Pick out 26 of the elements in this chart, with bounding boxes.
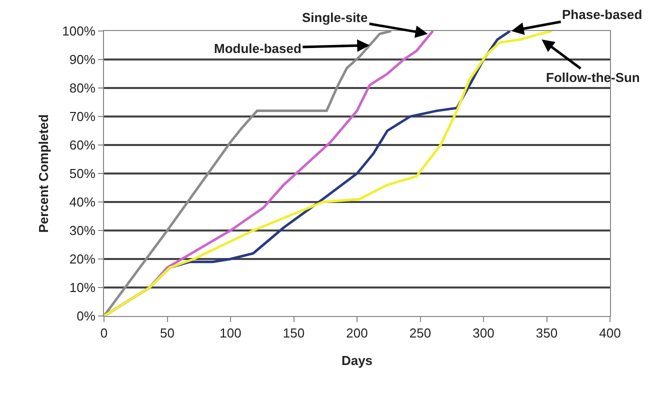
- y-tick-label: 60%: [69, 138, 96, 153]
- x-tick-label: 200: [346, 326, 368, 341]
- y-tick-label: 90%: [69, 52, 96, 68]
- y-tick-label: 40%: [69, 194, 96, 210]
- y-tick-label: 100%: [62, 24, 96, 39]
- y-tick-label: 70%: [69, 109, 96, 124]
- x-tick-label: 150: [282, 326, 305, 341]
- x-tick-label: 300: [472, 326, 494, 341]
- y-tick-label: 80%: [69, 80, 96, 96]
- annotation: Follow-the-Sun: [546, 70, 640, 85]
- x-tick-label: 0: [100, 326, 108, 341]
- y-tick-label: 50%: [69, 166, 96, 182]
- x-axis-title: Days: [341, 353, 373, 368]
- y-axis-title: Percent Completed: [36, 114, 52, 233]
- y-tick-label: 20%: [69, 252, 96, 267]
- y-tick-label: 10%: [69, 280, 96, 296]
- x-tick-label: 100: [220, 326, 242, 341]
- x-tick-label: 400: [599, 326, 621, 341]
- annotation: Module-based: [214, 41, 302, 56]
- x-tick-label: 50: [160, 326, 174, 341]
- x-tick-label: 250: [409, 326, 432, 341]
- annotation: Phase-based: [562, 7, 642, 22]
- y-tick-label: 30%: [69, 223, 96, 238]
- y-tick-label: 0%: [76, 308, 96, 324]
- x-tick-label: 350: [536, 326, 558, 341]
- annotation: Single-site: [302, 10, 368, 25]
